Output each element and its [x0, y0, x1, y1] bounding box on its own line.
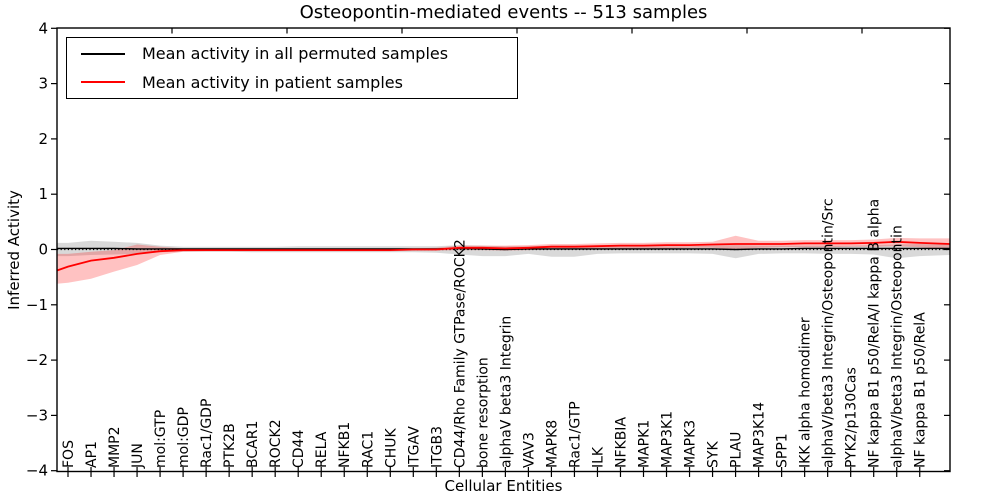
x-tick-label: alphaV/beta3 Integrin/Osteopontin [890, 225, 906, 468]
x-tick-label: RAC1 [360, 431, 376, 468]
x-tick-label: ITGAV [406, 426, 422, 468]
x-tick-label: CD44 [291, 430, 307, 468]
x-tick-label: NFKBIA [613, 417, 629, 468]
x-tick-label: ROCK2 [268, 419, 284, 468]
y-tick-label: 4 [38, 19, 48, 37]
x-tick-label: SYK [706, 441, 722, 468]
x-tick-label: CHUK [383, 427, 399, 468]
x-axis-label: Cellular Entities [444, 477, 563, 495]
x-tick-label: PLAU [729, 432, 745, 468]
legend-line-sample-permuted [81, 52, 125, 55]
legend: Mean activity in all permuted samples Me… [66, 37, 518, 99]
y-tick-label: 3 [38, 75, 48, 93]
x-tick-label: NFKB1 [337, 422, 353, 468]
x-tick-label: MAP3K1 [660, 411, 676, 468]
y-tick-label: −1 [26, 296, 48, 314]
x-tick-label: alphaV beta3 Integrin [498, 316, 514, 468]
patient-mean-line [56, 240, 951, 272]
legend-line-sample-patient [81, 81, 125, 84]
x-tick-label: AP1 [84, 441, 100, 468]
permuted-mean-line [57, 247, 950, 251]
x-tick-label: mol:GTP [153, 410, 169, 468]
y-tick-label: 0 [38, 241, 48, 259]
x-tick-label: NF kappa B1 p50/RelA [913, 312, 929, 468]
legend-entry-permuted: Mean activity in all permuted samples [67, 41, 517, 67]
x-tick-label: RELA [314, 431, 330, 468]
x-tick-label: NF kappa B1 p50/RelA/I kappa B alpha [867, 199, 883, 468]
x-tick-label: VAV3 [521, 432, 537, 468]
x-tick-label: MMP2 [107, 426, 123, 468]
legend-label-patient: Mean activity in patient samples [142, 72, 403, 92]
y-tick-label: 1 [38, 185, 48, 203]
x-tick-label: SPP1 [775, 433, 791, 468]
x-tick-label: MAPK8 [544, 420, 560, 468]
x-tick-label: ILK [590, 446, 606, 468]
x-tick-label: BCAR1 [245, 421, 261, 468]
x-tick-label: alphaV/beta3 Integrin/Osteopontin/Src [821, 198, 837, 468]
x-tick-label: Rac1/GTP [567, 401, 583, 468]
y-tick-label: −4 [26, 462, 48, 480]
legend-label-permuted: Mean activity in all permuted samples [142, 44, 449, 64]
y-tick-label: −2 [26, 351, 48, 369]
x-tick-label: bone resorption [475, 357, 491, 468]
legend-entry-patient: Mean activity in patient samples [67, 69, 517, 95]
x-tick-label: JUN [130, 443, 146, 469]
x-tick-label: FOS [61, 440, 77, 468]
x-tick-label: Rac1/GDP [199, 399, 215, 468]
x-tick-label: PTK2B [222, 423, 238, 468]
y-tick-label: 2 [38, 130, 48, 148]
x-tick-label: MAPK1 [637, 420, 653, 468]
x-tick-label: mol:GDP [176, 407, 192, 468]
patient-band [57, 235, 950, 284]
chart-title: Osteopontin-mediated events -- 513 sampl… [299, 2, 708, 23]
x-tick-label: IKK alpha homodimer [798, 317, 814, 468]
y-tick-label: −3 [26, 406, 48, 424]
x-tick-label: MAPK3 [683, 420, 699, 468]
x-tick-label: MAP3K14 [752, 402, 768, 468]
y-axis-label: Inferred Activity [5, 190, 23, 310]
x-tick-label: CD44/Rho Family GTPase/ROCK2 [452, 239, 468, 468]
x-tick-label: PYK2/p130Cas [844, 367, 860, 468]
x-tick-label: ITGB3 [429, 426, 445, 468]
